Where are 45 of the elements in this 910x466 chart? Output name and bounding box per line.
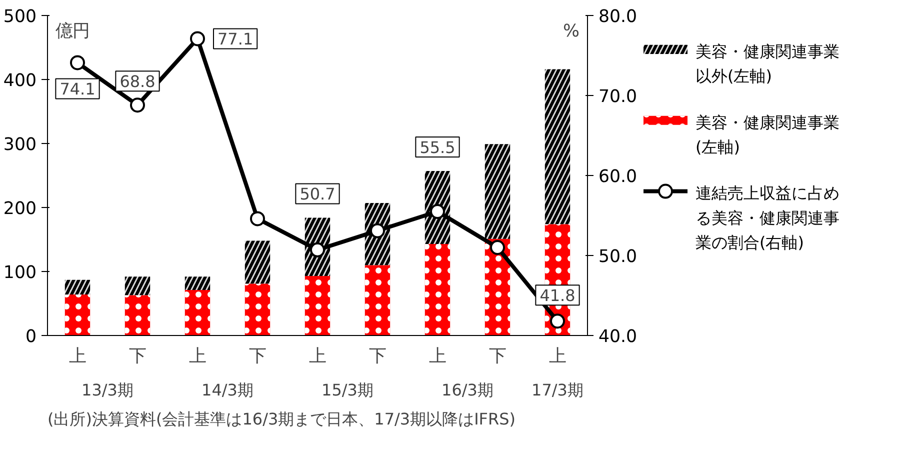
y2-tick-label: 80.0: [598, 7, 638, 27]
text: 17/3期: [532, 380, 584, 400]
data-label: 77.1: [218, 30, 254, 49]
point: [490, 240, 505, 255]
point: [430, 204, 445, 219]
x-tick-label: 下: [489, 346, 506, 366]
y2-tick-label: 70.0: [598, 87, 638, 107]
y2-tick-label: 60.0: [598, 167, 638, 187]
y-tick-label: 300: [3, 135, 37, 155]
text: 16/3期: [442, 380, 494, 400]
y-axis-title: 億円: [56, 22, 90, 42]
point: [250, 211, 265, 226]
y-tick-label: 0: [25, 327, 37, 347]
x-tick-label: 下: [369, 346, 386, 366]
legend-label: 連結売上収益に占める美容・健康関連事業の割合(右軸): [696, 184, 840, 252]
point: [70, 55, 85, 70]
data-label: 68.8: [120, 72, 156, 92]
x-tick-label: 上: [69, 346, 86, 366]
point: [550, 314, 565, 329]
text: 15/3期: [322, 380, 374, 400]
point: [190, 31, 205, 46]
text: (出所)決算資料(会計基準は16/3期まで日本、17/3期以降はIFRS): [48, 410, 516, 428]
text: 14/3期: [202, 380, 254, 400]
x-tick-label: 上: [189, 346, 206, 366]
data-label: 55.5: [420, 138, 456, 158]
y-tick-label: 100: [3, 263, 37, 283]
legend-label: 美容・健康関連事業(左軸): [696, 112, 840, 157]
data-label: 74.1: [60, 80, 96, 99]
y2-tick-label: 50.0: [598, 247, 638, 267]
y2-axis-title: %: [563, 22, 580, 42]
x-tick-label: 下: [129, 346, 146, 366]
x-tick-label: 上: [549, 346, 566, 366]
y-tick-label: 500: [3, 7, 37, 27]
data-label: 41.8: [540, 286, 576, 306]
data-label: 50.7: [300, 184, 336, 204]
legend-label: 美容・健康関連事業以外(左軸): [696, 42, 840, 86]
x-tick-label: 下: [249, 346, 266, 366]
x-tick-label: 上: [309, 346, 326, 366]
point: [130, 98, 145, 113]
y-tick-label: 200: [3, 199, 37, 219]
x-tick-label: 上: [429, 346, 446, 366]
text: 13/3期: [82, 380, 134, 400]
y2-tick-label: 40.0: [598, 327, 638, 347]
y-tick-label: 400: [3, 71, 37, 91]
point: [370, 223, 385, 238]
